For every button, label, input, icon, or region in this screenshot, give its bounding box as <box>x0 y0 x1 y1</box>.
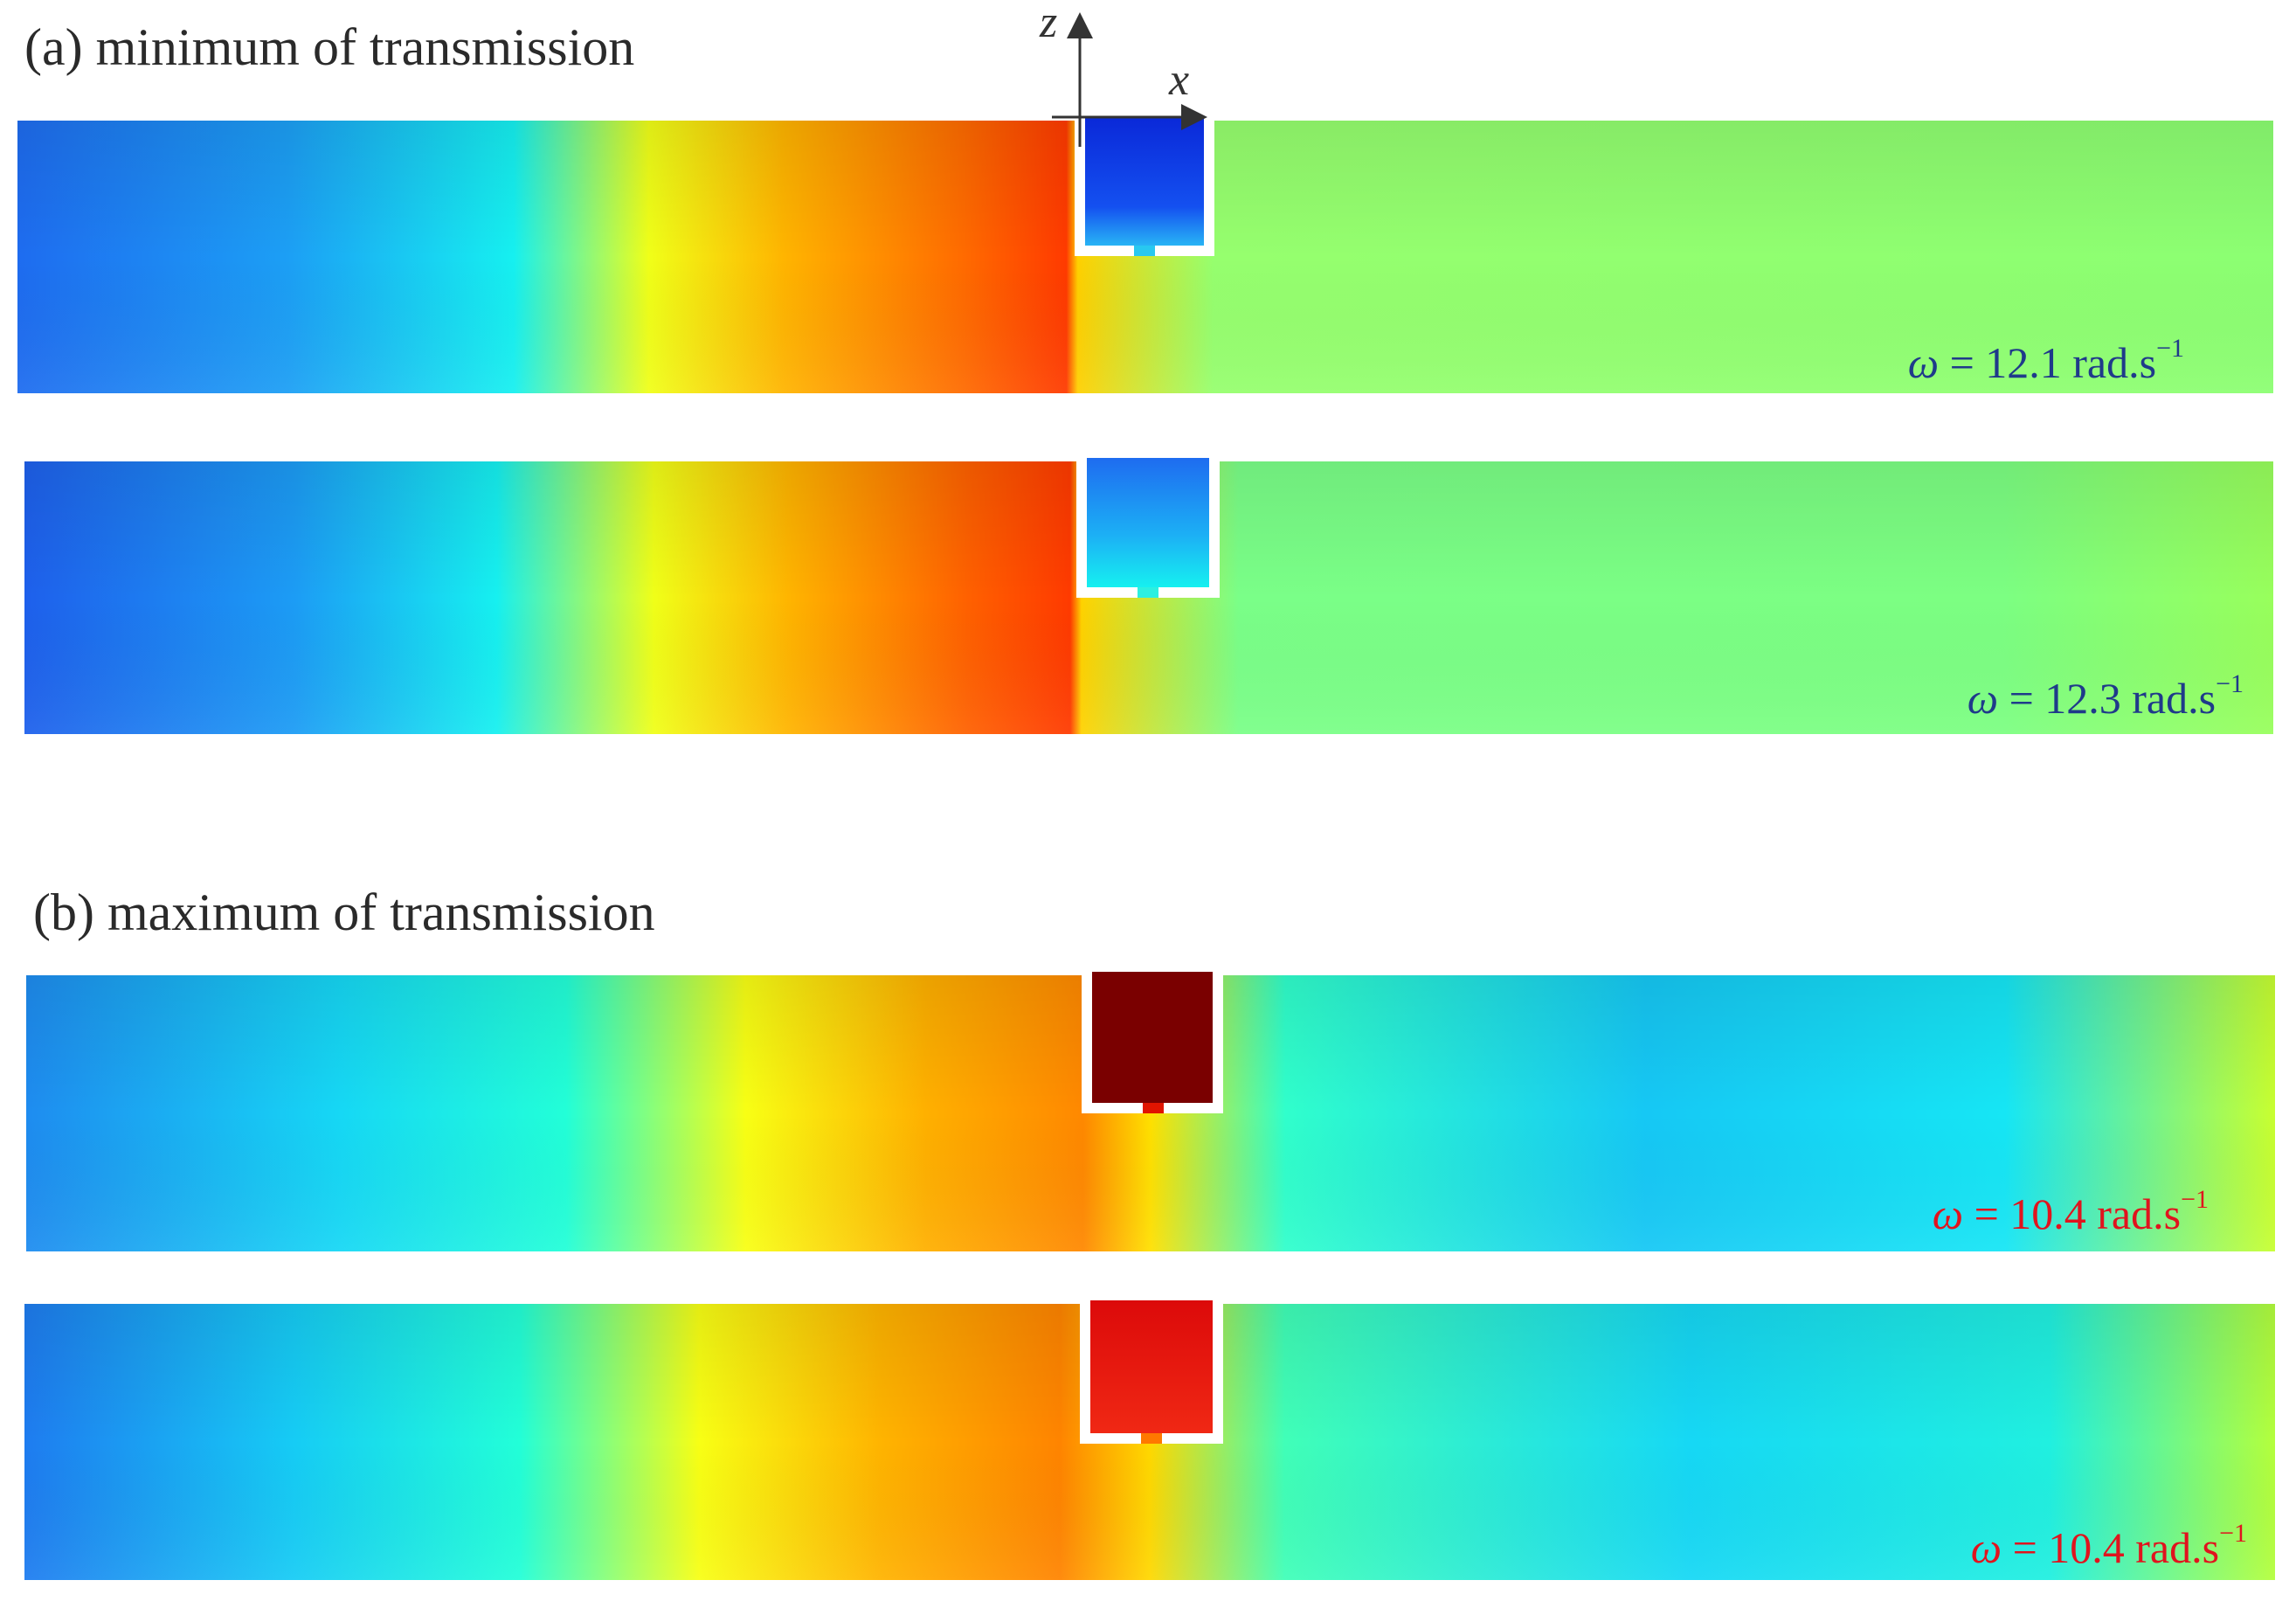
resonator-neck <box>1141 1433 1162 1444</box>
omega-symbol: ω <box>1970 1523 2002 1572</box>
omega-exponent: −1 <box>2219 1519 2247 1548</box>
resonator-cavity <box>1087 458 1209 587</box>
omega-symbol: ω <box>1907 338 1940 387</box>
resonator-cavity <box>1090 1300 1213 1433</box>
omega-value: = 12.1 rad.s <box>1949 338 2157 387</box>
omega-exponent: −1 <box>2156 334 2184 363</box>
omega-label-a2: ω = 12.3 rad.s−1 <box>1968 669 2244 724</box>
x-axis-label: x <box>1169 55 1190 105</box>
field-panel-b1 <box>26 972 2275 1251</box>
field-panel-a1 <box>17 116 2273 393</box>
omega-value: = 10.4 rad.s <box>1974 1189 2182 1238</box>
resonator-cavity <box>1092 972 1213 1103</box>
z-axis-label: z <box>1040 0 1058 47</box>
field-panel-a2 <box>24 458 2273 734</box>
section-title-b: (b) maximum of transmission <box>33 884 655 941</box>
omega-label-b1: ω = 10.4 rad.s−1 <box>1933 1185 2209 1239</box>
resonator-neck <box>1138 587 1158 598</box>
resonator-neck <box>1143 1103 1164 1113</box>
resonator-cavity <box>1085 116 1204 246</box>
section-title-a: (a) minimum of transmission <box>24 18 635 76</box>
omega-exponent: −1 <box>2181 1185 2209 1214</box>
coordinate-axes <box>1052 12 1207 147</box>
omega-label-b2: ω = 10.4 rad.s−1 <box>1971 1519 2247 1573</box>
field-panel-b2 <box>24 1300 2275 1580</box>
omega-label-a1: ω = 12.1 rad.s−1 <box>1908 334 2184 388</box>
omega-value: = 10.4 rad.s <box>2012 1523 2220 1572</box>
omega-value: = 12.3 rad.s <box>2009 674 2216 723</box>
omega-symbol: ω <box>1932 1189 1964 1238</box>
resonator-neck <box>1134 246 1155 256</box>
omega-symbol: ω <box>1967 674 1999 723</box>
omega-exponent: −1 <box>2216 669 2244 698</box>
